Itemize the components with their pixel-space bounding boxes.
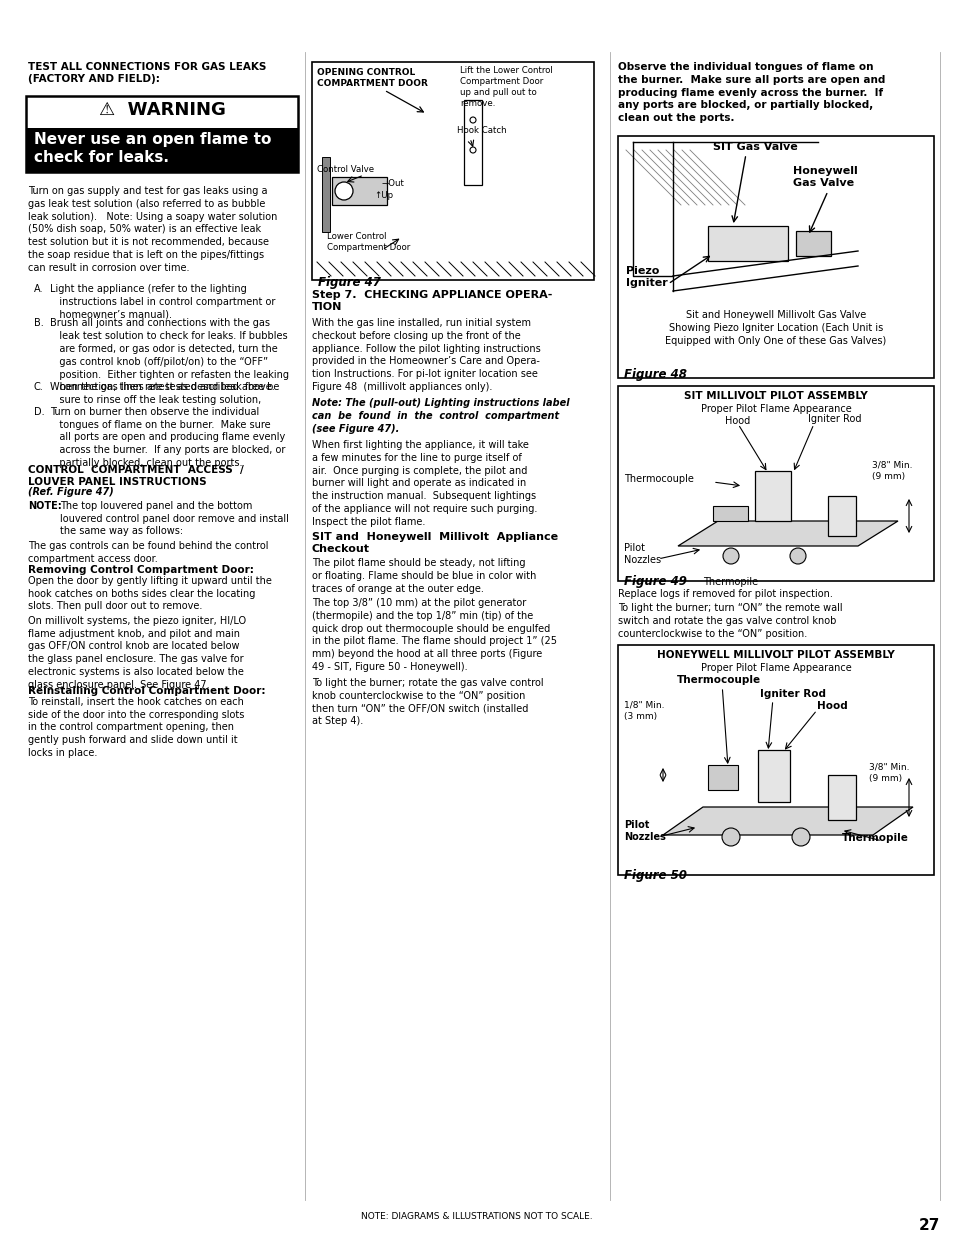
Text: ⚠  WARNING: ⚠ WARNING — [98, 101, 225, 119]
Text: (Ref. Figure 47): (Ref. Figure 47) — [28, 487, 113, 496]
Bar — [707, 764, 738, 790]
Text: Proper Pilot Flame Appearance: Proper Pilot Flame Appearance — [700, 663, 850, 673]
Text: Thermocouple: Thermocouple — [677, 676, 760, 685]
Text: A.: A. — [34, 284, 44, 294]
Text: HONEYWELL MILLIVOLT PILOT ASSEMBLY: HONEYWELL MILLIVOLT PILOT ASSEMBLY — [657, 650, 894, 659]
Circle shape — [791, 827, 809, 846]
Polygon shape — [678, 521, 897, 546]
Bar — [26, 96, 297, 172]
Text: To light the burner; turn “ON” the remote wall
switch and rotate the gas valve c: To light the burner; turn “ON” the remot… — [618, 603, 841, 638]
Text: Honeywell
Gas Valve: Honeywell Gas Valve — [792, 165, 857, 189]
Text: 1/8" Min.
(3 mm): 1/8" Min. (3 mm) — [623, 701, 664, 721]
Circle shape — [721, 827, 740, 846]
Circle shape — [470, 117, 476, 124]
Text: The gas controls can be found behind the control
compartment access door.: The gas controls can be found behind the… — [28, 541, 268, 563]
Text: Reinstalling Control Compartment Door:: Reinstalling Control Compartment Door: — [28, 685, 265, 695]
Bar — [312, 62, 594, 280]
Text: SIT MILLIVOLT PILOT ASSEMBLY: SIT MILLIVOLT PILOT ASSEMBLY — [683, 391, 867, 401]
Bar — [827, 776, 855, 820]
Text: SIT and  Honeywell  Millivolt  Appliance
Checkout: SIT and Honeywell Millivolt Appliance Ch… — [312, 532, 558, 555]
Text: Removing Control Compartment Door:: Removing Control Compartment Door: — [28, 564, 253, 574]
Circle shape — [722, 548, 739, 564]
Text: Observe the individual tongues of flame on
the burner.  Make sure all ports are : Observe the individual tongues of flame … — [618, 62, 884, 124]
Text: Sit and Honeywell Millivolt Gas Valve
Showing Piezo Igniter Location (Each Unit : Sit and Honeywell Millivolt Gas Valve Sh… — [664, 310, 885, 346]
Bar — [795, 231, 830, 256]
Text: Hook Catch: Hook Catch — [456, 126, 506, 135]
Circle shape — [789, 548, 805, 564]
Text: Proper Pilot Flame Appearance: Proper Pilot Flame Appearance — [700, 404, 850, 414]
Text: Light the appliance (refer to the lighting
   instructions label in control comp: Light the appliance (refer to the lighti… — [50, 284, 275, 320]
Text: Igniter Rod: Igniter Rod — [807, 414, 861, 424]
Text: 3/8" Min.
(9 mm): 3/8" Min. (9 mm) — [871, 461, 911, 482]
Text: TEST ALL CONNECTIONS FOR GAS LEAKS
(FACTORY AND FIELD):: TEST ALL CONNECTIONS FOR GAS LEAKS (FACT… — [28, 62, 266, 84]
Text: Step 7.  CHECKING APPLIANCE OPERA-
TION: Step 7. CHECKING APPLIANCE OPERA- TION — [312, 290, 552, 312]
Text: The top louvered panel and the bottom
louvered control panel door remove and ins: The top louvered panel and the bottom lo… — [60, 501, 289, 536]
Bar — [758, 750, 789, 802]
Text: Thermopile: Thermopile — [702, 577, 758, 587]
Text: Turn on burner then observe the individual
   tongues of flame on the burner.  M: Turn on burner then observe the individu… — [50, 406, 285, 468]
Bar — [712, 506, 747, 521]
Text: CONTROL  COMPARTMENT  ACCESS  /
LOUVER PANEL INSTRUCTIONS: CONTROL COMPARTMENT ACCESS / LOUVER PANE… — [28, 464, 244, 487]
Text: Lift the Lower Control
Compartment Door
up and pull out to
remove.: Lift the Lower Control Compartment Door … — [459, 65, 552, 109]
Text: With the gas line installed, run initial system
checkout before closing up the f: With the gas line installed, run initial… — [312, 317, 540, 391]
Text: Turn on gas supply and test for gas leaks using a
gas leak test solution (also r: Turn on gas supply and test for gas leak… — [28, 186, 277, 273]
Text: NOTE:: NOTE: — [28, 501, 62, 511]
Text: Figure 47: Figure 47 — [317, 275, 380, 289]
Bar — [332, 177, 387, 205]
Text: When the gas lines are tested and leak free be
   sure to rinse off the leak tes: When the gas lines are tested and leak f… — [50, 382, 279, 405]
Text: NOTE: DIAGRAMS & ILLUSTRATIONS NOT TO SCALE.: NOTE: DIAGRAMS & ILLUSTRATIONS NOT TO SC… — [361, 1212, 592, 1221]
Text: ↑Up: ↑Up — [374, 191, 393, 200]
Text: OPENING CONTROL
COMPARTMENT DOOR: OPENING CONTROL COMPARTMENT DOOR — [316, 68, 428, 88]
Circle shape — [335, 182, 353, 200]
Text: On millivolt systems, the piezo igniter, HI/LO
flame adjustment knob, and pilot : On millivolt systems, the piezo igniter,… — [28, 616, 246, 690]
Bar — [827, 496, 855, 536]
Text: Hood: Hood — [816, 701, 847, 711]
Text: Note: The (pull-out) Lighting instructions label
can  be  found  in  the  contro: Note: The (pull-out) Lighting instructio… — [312, 398, 569, 433]
Text: Piezo
Igniter: Piezo Igniter — [625, 266, 667, 289]
Text: Hood: Hood — [724, 416, 750, 426]
Text: Figure 49: Figure 49 — [623, 576, 686, 588]
Bar — [618, 387, 933, 580]
Text: 3/8" Min.
(9 mm): 3/8" Min. (9 mm) — [868, 763, 908, 783]
Circle shape — [470, 147, 476, 153]
Text: To reinstall, insert the hook catches on each
side of the door into the correspo: To reinstall, insert the hook catches on… — [28, 697, 244, 758]
Bar — [26, 128, 297, 172]
Text: Pilot
Nozzles: Pilot Nozzles — [623, 820, 665, 842]
Text: 27: 27 — [918, 1218, 939, 1233]
Polygon shape — [662, 806, 912, 835]
Text: →Out: →Out — [381, 179, 404, 188]
Bar — [618, 645, 933, 876]
Text: Brush all joints and connections with the gas
   leak test solution to check for: Brush all joints and connections with th… — [50, 319, 289, 393]
Text: To light the burner; rotate the gas valve control
knob counterclockwise to the “: To light the burner; rotate the gas valv… — [312, 678, 543, 726]
Bar — [754, 471, 790, 521]
Text: C.: C. — [34, 382, 44, 393]
Text: Lower Control
Compartment Door: Lower Control Compartment Door — [327, 232, 410, 252]
Text: B.: B. — [34, 319, 44, 329]
Text: Pilot
Nozzles: Pilot Nozzles — [623, 543, 660, 566]
Text: Never use an open flame to
check for leaks.: Never use an open flame to check for lea… — [34, 132, 271, 165]
Text: D.: D. — [34, 406, 45, 416]
Text: Figure 48: Figure 48 — [623, 368, 686, 382]
Text: The pilot flame should be steady, not lifting
or floating. Flame should be blue : The pilot flame should be steady, not li… — [312, 558, 536, 594]
Text: SIT Gas Valve: SIT Gas Valve — [712, 142, 797, 152]
Text: Replace logs if removed for pilot inspection.: Replace logs if removed for pilot inspec… — [618, 589, 832, 599]
Text: Figure 50: Figure 50 — [623, 869, 686, 882]
Text: Thermocouple: Thermocouple — [623, 474, 693, 484]
Text: When first lighting the appliance, it will take
a few minutes for the line to pu: When first lighting the appliance, it wi… — [312, 440, 537, 527]
Bar — [707, 226, 787, 261]
Text: Control Valve: Control Valve — [316, 165, 374, 174]
Bar — [463, 100, 481, 185]
Bar — [322, 157, 330, 232]
Text: Open the door by gently lifting it upward until the
hook catches on boths sides : Open the door by gently lifting it upwar… — [28, 576, 272, 611]
Text: Igniter Rod: Igniter Rod — [760, 689, 825, 699]
Text: Thermopile: Thermopile — [841, 832, 908, 844]
Text: The top 3/8” (10 mm) at the pilot generator
(thermopile) and the top 1/8” min (t: The top 3/8” (10 mm) at the pilot genera… — [312, 598, 557, 672]
Bar — [618, 136, 933, 378]
